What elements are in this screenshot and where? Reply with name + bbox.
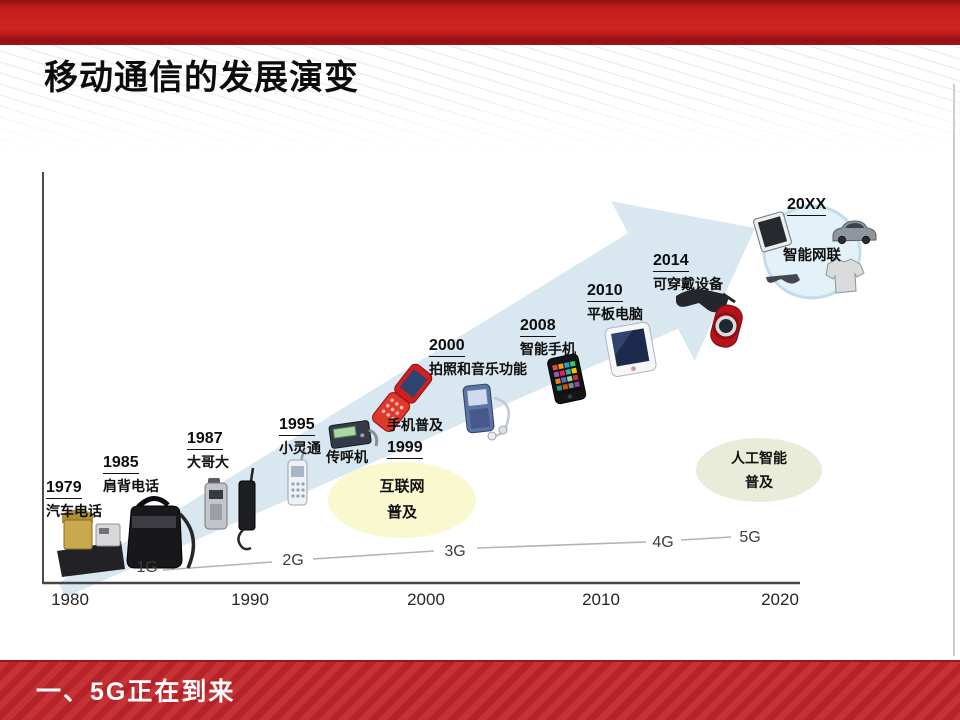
pinstripe-background <box>0 45 960 160</box>
connected-tablet-icon <box>753 211 792 253</box>
connected-glasses-icon <box>766 274 800 284</box>
callout-ai: 人工智能 普及 <box>696 438 822 502</box>
milestone-year: 2008 <box>520 317 556 338</box>
milestone-label: 大哥大 <box>187 454 229 471</box>
axis-year-2000: 2000 <box>407 590 445 609</box>
axis-year-1980: 1980 <box>51 590 89 609</box>
generation-2g: 2G <box>282 552 304 569</box>
phs-phone-icon <box>287 449 308 506</box>
generation-1g: 1G <box>136 559 158 576</box>
connected-car-icon <box>832 220 877 245</box>
milestone-20xx: 20XX <box>787 196 827 217</box>
generation-4g: 4G <box>652 534 674 551</box>
axis-year-2010: 2010 <box>582 590 620 609</box>
milestone-1995: 1995 小灵通 <box>279 416 321 457</box>
music-phone-icon <box>462 383 510 441</box>
milestone-label: 拍照和音乐功能 <box>429 361 527 378</box>
milestone-label: 肩背电话 <box>103 478 159 495</box>
pager-icon <box>328 420 379 449</box>
milestone-year: 1985 <box>103 454 139 475</box>
milestone-label: 传呼机 <box>326 449 368 465</box>
footer-red-bar <box>0 660 960 720</box>
callout-internet: 互联网 普及 <box>328 462 476 538</box>
milestone-year: 1995 <box>279 416 315 437</box>
smart-watch-icon <box>710 304 743 348</box>
page-title: 移动通信的发展演变 <box>44 59 359 97</box>
chart-axes <box>42 172 800 585</box>
milestone-1985: 1985 肩背电话 <box>103 454 159 495</box>
milestone-label: 智能手机 <box>520 341 576 358</box>
generation-5g: 5G <box>739 529 761 546</box>
milestone-year: 2010 <box>587 282 623 303</box>
axis-year-1990: 1990 <box>231 590 269 609</box>
milestone-1987: 1987 大哥大 <box>187 430 229 471</box>
footer-section-title: 一、5G正在到来 <box>36 678 236 706</box>
connected-circle-label: 智能网联 <box>783 248 841 264</box>
right-edge-line <box>953 84 955 656</box>
milestone-year: 1987 <box>187 430 223 451</box>
milestone-1999: 手机普及 1999 <box>387 417 443 460</box>
milestone-2000: 2000 拍照和音乐功能 <box>429 337 527 378</box>
milestone-year: 20XX <box>787 196 827 217</box>
flip-phone-icon <box>372 363 433 433</box>
brick-phone-icon <box>204 467 256 551</box>
milestone-2014: 2014 可穿戴设备 <box>653 252 723 293</box>
milestone-pager: 传呼机 <box>326 449 368 466</box>
smartphone-icon <box>547 353 587 405</box>
shoulder-phone-icon <box>126 496 196 569</box>
milestone-year: 2014 <box>653 252 689 273</box>
milestone-year: 1999 <box>387 439 423 460</box>
milestone-label: 手机普及 <box>387 417 443 433</box>
smart-glasses-icon <box>676 289 736 313</box>
axis-year-2020: 2020 <box>761 590 799 609</box>
milestone-label: 汽车电话 <box>46 503 102 520</box>
milestone-1979: 1979 汽车电话 <box>46 479 102 520</box>
tablet-icon <box>604 321 657 377</box>
milestone-2008: 2008 智能手机 <box>520 317 576 358</box>
milestone-2010: 2010 平板电脑 <box>587 282 643 323</box>
milestone-label: 平板电脑 <box>587 306 643 323</box>
milestone-year: 2000 <box>429 337 465 358</box>
car-phone-icon <box>57 509 125 577</box>
milestone-year: 1979 <box>46 479 82 500</box>
milestone-label: 小灵通 <box>279 440 321 457</box>
header-red-bar <box>0 0 960 45</box>
generation-line <box>162 536 732 571</box>
connected-shirt-icon <box>825 258 865 294</box>
generation-3g: 3G <box>444 543 466 560</box>
milestone-label: 可穿戴设备 <box>653 276 723 293</box>
